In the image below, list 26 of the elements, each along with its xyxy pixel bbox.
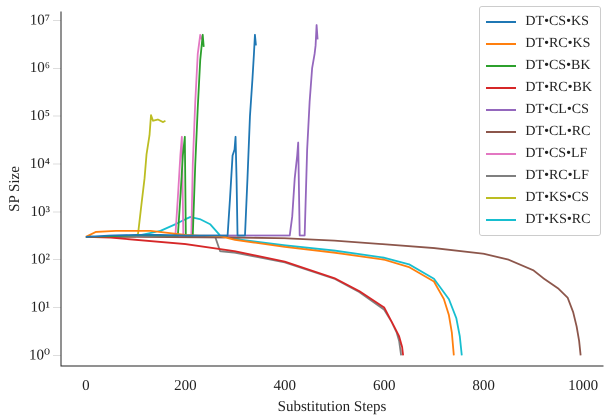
x-tick-label: 0 (82, 378, 90, 394)
legend-label: DT•CS•LF (525, 146, 588, 162)
legend-label: DT•CS•BK (525, 58, 590, 74)
x-tick-label: 400 (274, 378, 296, 394)
x-tick-label: 1000 (568, 378, 598, 394)
x-tick-label: 200 (174, 378, 197, 394)
legend-label: DT•RC•KS (525, 36, 590, 52)
legend-label: DT•RC•BK (525, 80, 592, 96)
y-tick-label: 10⁶ (30, 60, 50, 76)
y-tick-label: 10⁵ (30, 108, 50, 124)
legend-label: DT•CS•KS (525, 14, 589, 30)
y-tick-label: 10² (30, 252, 51, 268)
y-tick-label: 10¹ (30, 299, 50, 316)
legend-label: DT•CL•RC (525, 124, 590, 140)
y-tick-label: 10⁷ (30, 12, 50, 28)
y-axis-title: SP Size (6, 166, 23, 212)
legend-label: DT•KS•RC (525, 212, 590, 228)
x-tick-label: 800 (472, 378, 495, 394)
y-tick-label: 10⁴ (30, 156, 50, 172)
legend-label: DT•RC•LF (525, 168, 589, 184)
y-tick-label: 10³ (30, 204, 51, 220)
x-axis-title: Substitution Steps (278, 398, 387, 415)
y-tick-label: 10⁰ (29, 347, 50, 364)
legend-label: DT•CL•CS (525, 102, 589, 118)
x-tick-label: 600 (372, 378, 396, 394)
legend-label: DT•KS•CS (525, 190, 589, 206)
